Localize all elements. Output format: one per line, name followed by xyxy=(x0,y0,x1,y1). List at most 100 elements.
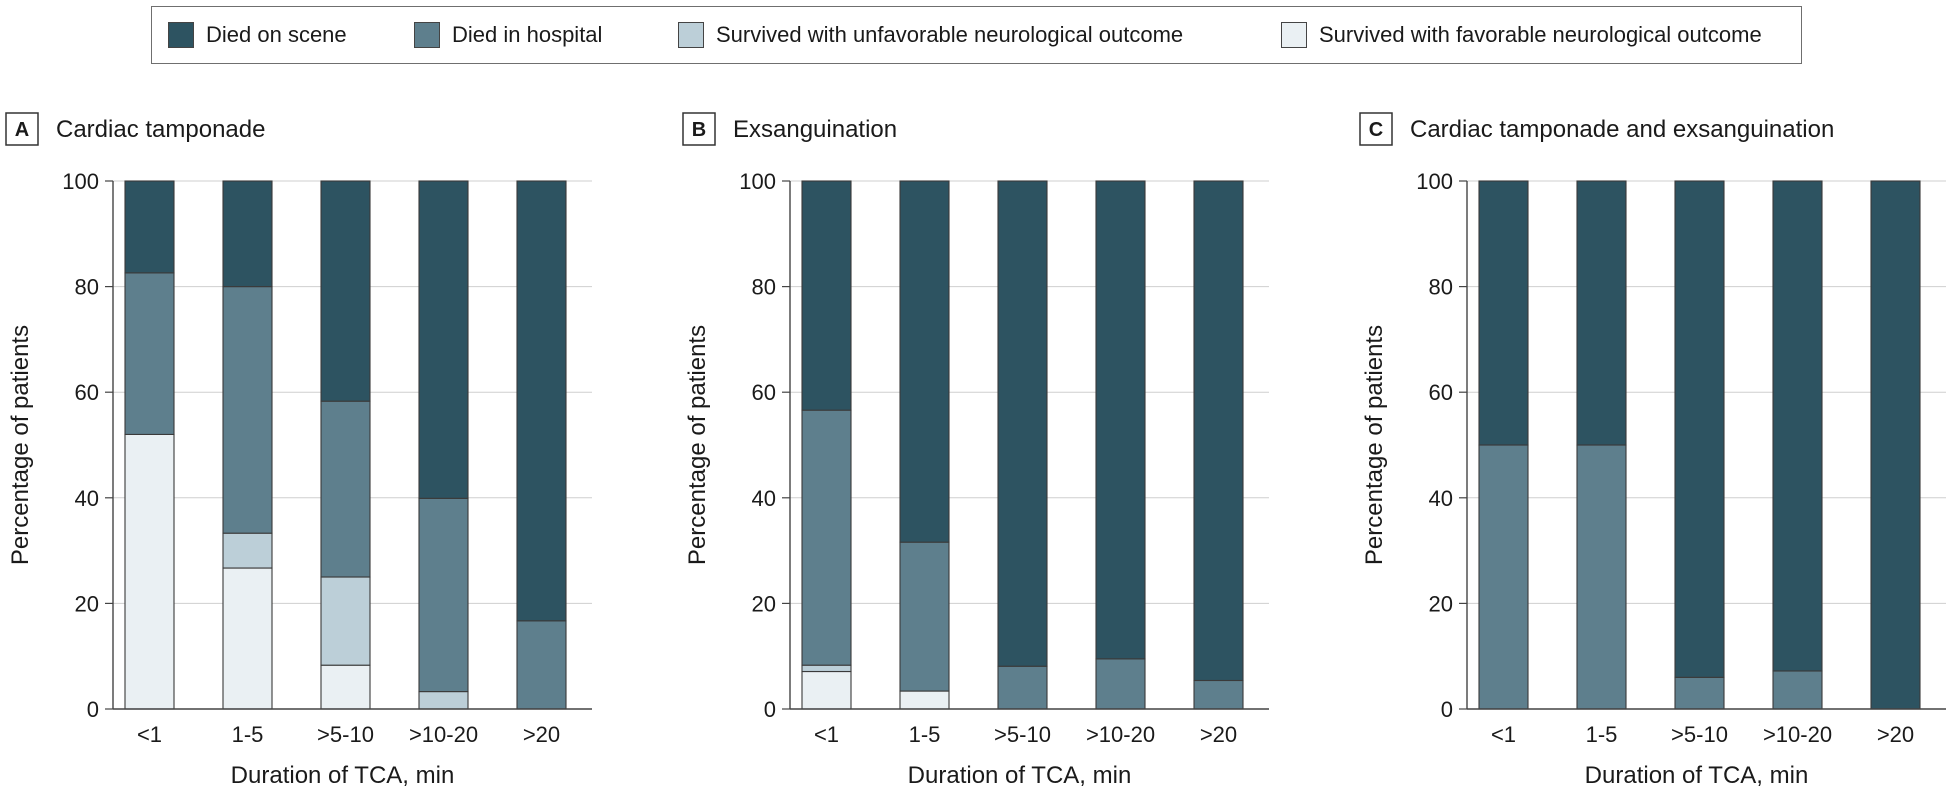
bar-segment xyxy=(222,180,273,288)
panel-title: Cardiac tamponade xyxy=(56,116,265,143)
y-tick-label: 40 xyxy=(752,486,776,511)
bar-segment xyxy=(1870,180,1921,710)
x-tick-label: <1 xyxy=(1491,722,1516,747)
x-tick-label: >5-10 xyxy=(994,722,1051,747)
bar-segment xyxy=(1674,676,1725,710)
bar-segment xyxy=(124,180,175,274)
bar-segment xyxy=(418,691,469,710)
bar-segment xyxy=(1478,180,1529,446)
y-tick-label: 60 xyxy=(1429,380,1453,405)
x-axis-label: Duration of TCA, min xyxy=(231,762,455,789)
bar-segment xyxy=(1576,444,1627,710)
bar-segment xyxy=(997,665,1048,710)
bar-segment xyxy=(124,433,175,710)
bar-segment xyxy=(1193,180,1244,682)
legend-label: Survived with unfavorable neurological o… xyxy=(716,22,1184,47)
bar-segment xyxy=(1772,670,1823,710)
x-tick-label: >20 xyxy=(1877,722,1914,747)
x-tick-label: <1 xyxy=(137,722,162,747)
bar-segment xyxy=(516,620,567,710)
bar-segment xyxy=(222,286,273,534)
bar-segment xyxy=(997,180,1048,667)
y-tick-label: 80 xyxy=(1429,275,1453,300)
legend-item-survived-unfavorable: Survived with unfavorable neurological o… xyxy=(678,21,1183,49)
x-tick-label: >20 xyxy=(523,722,560,747)
y-tick-label: 100 xyxy=(739,169,776,194)
bar-segment xyxy=(222,532,273,569)
y-axis-label: Percentage of patients xyxy=(684,325,711,565)
y-tick-label: 20 xyxy=(75,591,99,616)
bar-segment xyxy=(1772,180,1823,672)
bar-segment xyxy=(418,497,469,693)
bar-segment xyxy=(801,670,852,710)
bar-segment xyxy=(418,180,469,499)
bar-segment xyxy=(222,567,273,710)
y-axis-label: Percentage of patients xyxy=(1361,325,1388,565)
y-tick-label: 100 xyxy=(1416,169,1453,194)
y-tick-label: 0 xyxy=(87,697,99,722)
x-tick-label: >10-20 xyxy=(409,722,478,747)
bar-segment xyxy=(320,664,371,710)
y-tick-label: 0 xyxy=(764,697,776,722)
x-axis-label: Duration of TCA, min xyxy=(908,762,1132,789)
bar-segment xyxy=(1478,444,1529,710)
y-tick-label: 60 xyxy=(75,380,99,405)
panel-letter: A xyxy=(15,119,29,141)
bar-segment xyxy=(1193,679,1244,710)
bar-segment xyxy=(124,272,175,435)
x-tick-label: >10-20 xyxy=(1086,722,1155,747)
panel-letter: C xyxy=(1369,119,1383,141)
bar-segment xyxy=(320,400,371,578)
legend-swatch-survived-favorable xyxy=(1281,22,1307,48)
y-axis-label: Percentage of patients xyxy=(7,325,34,565)
y-tick-label: 100 xyxy=(62,169,99,194)
bar-segment xyxy=(320,576,371,666)
x-tick-label: 1-5 xyxy=(1586,722,1618,747)
legend-label: Survived with favorable neurological out… xyxy=(1319,22,1762,47)
y-tick-label: 20 xyxy=(1429,591,1453,616)
legend-item-survived-favorable: Survived with favorable neurological out… xyxy=(1281,21,1762,49)
x-tick-label: >20 xyxy=(1200,722,1237,747)
bar-segment xyxy=(516,180,567,622)
legend-label: Died in hospital xyxy=(452,22,603,47)
bar-segment xyxy=(1095,658,1146,710)
bar-segment xyxy=(1576,180,1627,446)
legend-item-died-in-hospital: Died in hospital xyxy=(414,21,602,49)
bar-segment xyxy=(801,664,852,673)
y-tick-label: 0 xyxy=(1441,697,1453,722)
bar-segment xyxy=(801,409,852,666)
bar-segment xyxy=(1095,180,1146,660)
bar-segment xyxy=(899,541,950,692)
y-tick-label: 40 xyxy=(1429,486,1453,511)
y-tick-label: 80 xyxy=(752,275,776,300)
x-tick-label: <1 xyxy=(814,722,839,747)
x-tick-label: >5-10 xyxy=(317,722,374,747)
bar-segment xyxy=(320,180,371,402)
legend-swatch-survived-unfavorable xyxy=(678,22,704,48)
y-tick-label: 60 xyxy=(752,380,776,405)
legend-swatch-died-in-hospital xyxy=(414,22,440,48)
panel-title: Cardiac tamponade and exsanguination xyxy=(1410,116,1834,143)
legend-swatch-died-on-scene xyxy=(168,22,194,48)
y-tick-label: 80 xyxy=(75,275,99,300)
legend-item-died-on-scene: Died on scene xyxy=(168,21,347,49)
bar-segment xyxy=(801,180,852,411)
x-tick-label: >10-20 xyxy=(1763,722,1832,747)
y-tick-label: 40 xyxy=(75,486,99,511)
panel-letter-box xyxy=(682,112,716,146)
panel-letter: B xyxy=(692,119,706,141)
panel-letter-box xyxy=(5,112,39,146)
y-tick-label: 20 xyxy=(752,591,776,616)
x-tick-label: 1-5 xyxy=(909,722,941,747)
bar-segment xyxy=(899,180,950,543)
legend-label: Died on scene xyxy=(206,22,347,47)
panel-letter-box xyxy=(1359,112,1393,146)
x-axis-label: Duration of TCA, min xyxy=(1585,762,1809,789)
bar-segment xyxy=(899,690,950,710)
legend: Died on scene Died in hospital Survived … xyxy=(151,6,1802,64)
panel-title: Exsanguination xyxy=(733,116,897,143)
x-tick-label: >5-10 xyxy=(1671,722,1728,747)
x-tick-label: 1-5 xyxy=(232,722,264,747)
bar-segment xyxy=(1674,180,1725,678)
